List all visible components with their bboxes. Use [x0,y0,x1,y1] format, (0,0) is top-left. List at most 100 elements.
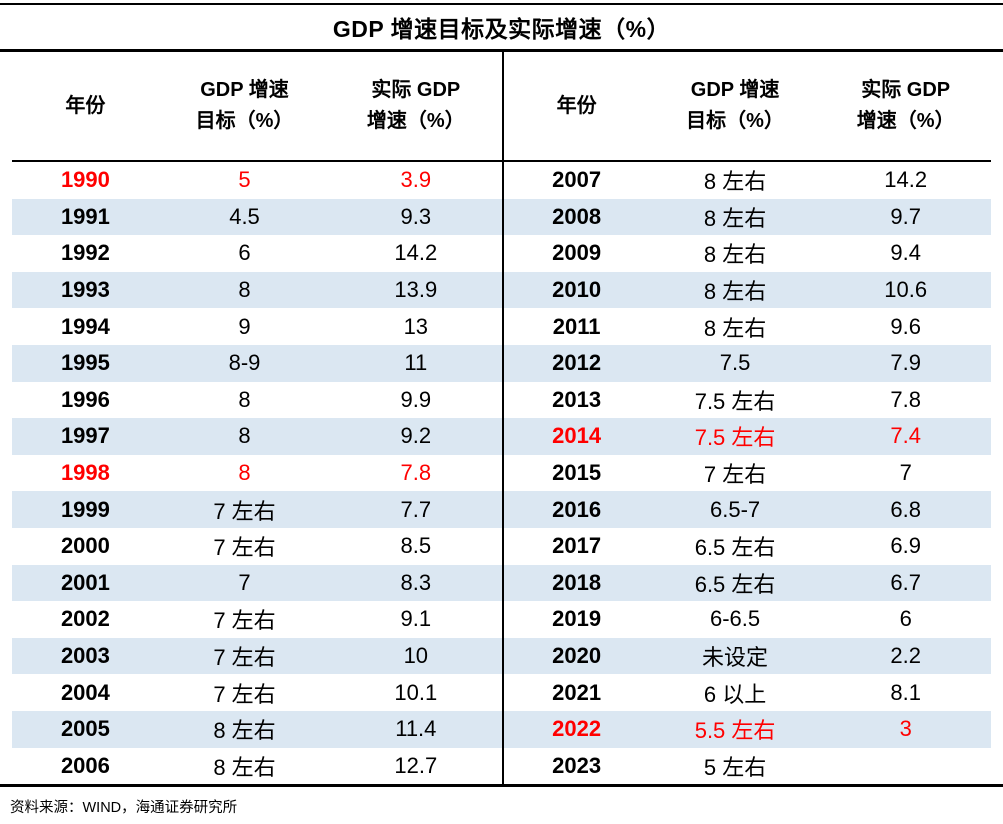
actual-cell: 9.1 [400,606,432,632]
table-row: 2009 8 左右 9.4 [504,235,992,272]
actual-cell: 11 [404,350,428,376]
year-cell: 2023 [552,752,602,778]
target-cell: 8 左右 [703,169,767,195]
table-row: 2003 7 左右 10 [12,637,502,675]
year-cell: 2015 [552,460,602,486]
table-left-header: 年份 GDP 增速 目标（%） 实际 GDP 增速（%） [12,52,502,162]
actual-cell: 8.3 [400,569,432,595]
year-cell: 1996 [60,386,110,412]
table-row: 2001 7 8.3 [12,564,502,602]
target-cell: 7.5 左右 [694,425,776,451]
actual-cell: 8.1 [890,679,921,705]
year-cell: 1990 [60,167,110,193]
column-header-target-line2: 目标（%） [195,110,294,132]
year-cell: 2004 [60,679,110,705]
actual-cell: 7.8 [400,460,432,486]
table-row: 2022 5.5 左右 3 [503,710,991,748]
top-rule [0,3,1003,5]
table-row: 2016 6.5-7 6.8 [503,491,991,528]
year-cell: 2009 [552,240,602,266]
target-cell: 7 左右 [213,645,276,671]
table-row: 2020 未设定 2.2 [503,637,991,675]
actual-cell: 10 [403,643,429,669]
year-cell: 2005 [60,716,110,742]
actual-cell: 7.4 [890,423,921,449]
year-cell: 2012 [552,350,602,376]
target-cell: 5.5 左右 [694,718,776,744]
table-row: 2018 6.5 左右 6.7 [503,564,991,602]
table-right-half: 年份 GDP 增速 目标（%） 实际 GDP 增速（%） 2007 8 左右 14.… [501,52,1003,785]
target-cell: 8 左右 [703,279,767,305]
target-cell: 6.5 左右 [694,571,776,597]
target-cell: 6 以上 [703,681,767,707]
table-row: 2021 6 以上 8.1 [504,674,992,711]
year-cell: 2021 [552,679,602,705]
year-cell: 2019 [552,606,602,632]
actual-cell: 7.8 [890,386,921,412]
table-row: 2011 8 左右 9.6 [504,308,992,345]
table-row: 1999 7 左右 7.7 [12,491,502,528]
column-header-target: GDP 增速 目标（%） [650,75,821,137]
target-cell: 6.5-7 [709,496,761,522]
actual-cell: 7.9 [890,350,921,376]
column-header-actual-line2: 增速（%） [366,110,465,132]
target-cell: 8 [238,386,251,412]
table-left-half: 年份 GDP 增速 目标（%） 实际 GDP 增速（%） 1990 5 3.9 199… [0,52,502,784]
year-cell: 2022 [552,716,602,742]
actual-cell: 12.7 [394,752,438,778]
actual-cell: 8.5 [400,533,432,559]
year-cell: 2018 [552,569,602,595]
actual-cell: 10.6 [884,277,928,303]
year-cell: 2017 [552,533,602,559]
year-cell: 2011 [552,313,601,339]
column-header-target-line1: GDP 增速 [200,79,289,101]
table-row: 1994 9 13 [12,308,502,345]
table-row: 1993 8 13.9 [12,271,502,309]
actual-cell: 14.2 [884,167,928,193]
table-row: 2005 8 左右 11.4 [12,710,502,748]
table-row: 1991 4.5 9.3 [12,198,502,236]
actual-cell: 10.1 [394,679,438,705]
target-cell: 7 左右 [213,608,276,634]
actual-cell: 9.2 [400,423,432,449]
target-cell: 8 左右 [703,315,767,341]
column-header-target-line1: GDP 增速 [690,79,780,101]
table-row: 2023 5 左右 [504,748,992,785]
column-header-actual-line1: 实际 GDP [371,79,461,101]
table-row: 2008 8 左右 9.7 [503,198,991,236]
actual-cell: 6.9 [890,533,921,559]
table-row: 2002 7 左右 9.1 [12,601,502,638]
year-cell: 2007 [552,167,602,193]
target-cell: 8 左右 [703,205,767,231]
table-row: 1996 8 9.9 [12,382,502,419]
table-row: 1990 5 3.9 [12,162,502,199]
target-cell: 7.5 左右 [694,388,776,414]
actual-cell: 9.4 [890,240,921,266]
actual-cell: 7.7 [400,496,432,522]
table-row: 2013 7.5 左右 7.8 [504,382,992,419]
actual-cell: 7 [899,460,912,486]
column-header-year: 年份 [65,94,106,117]
table-row: 2007 8 左右 14.2 [504,162,992,199]
target-cell: 7 左右 [213,681,276,707]
target-cell: 6 [238,240,251,266]
year-cell: 2006 [60,752,110,778]
actual-cell: 2.2 [890,643,921,669]
actual-cell: 6.8 [890,496,921,522]
target-cell: 8 [238,460,251,486]
actual-cell: 9.6 [890,313,921,339]
target-cell: 5 [238,167,251,193]
table-row: 1995 8-9 11 [12,344,502,382]
table-row: 2012 7.5 7.9 [503,344,991,382]
table-right-rows: 2007 8 左右 14.2 2008 8 左右 9.7 2009 8 左右 9.4 2010 8 … [503,162,992,785]
target-cell: 8-9 [228,350,261,376]
title-bottom-rule [0,49,1003,52]
year-cell: 1998 [60,460,110,486]
actual-cell: 11.4 [395,716,437,742]
table-row: 1992 6 14.2 [12,235,502,272]
target-cell: 7.5 [719,350,751,376]
target-cell: 8 左右 [213,754,276,780]
actual-cell: 3 [899,716,912,742]
column-header-actual: 实际 GDP 增速（%） [330,75,501,137]
target-cell: 6.5 左右 [694,535,776,561]
